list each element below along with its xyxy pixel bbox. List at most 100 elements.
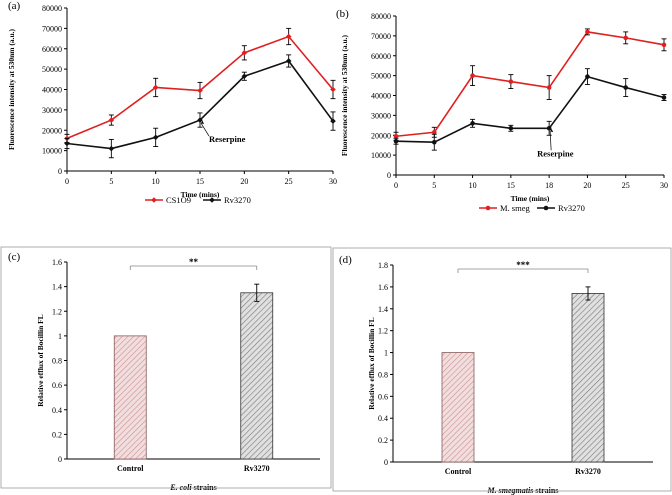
x-axis-label-suffix: strains: [192, 483, 217, 492]
y-tick-label: 1.4: [52, 283, 62, 292]
panel-label: (c): [8, 251, 21, 263]
data-point: [470, 121, 475, 126]
bar-control: [113, 335, 147, 460]
y-tick-label: 0.4: [378, 414, 388, 423]
data-point: [585, 29, 590, 35]
data-point: [508, 125, 514, 131]
series-cs1o9: [64, 27, 336, 143]
x-tick-label: 0: [65, 177, 69, 186]
legend-swatch-marker: [543, 205, 549, 211]
legend-swatch-marker: [485, 205, 491, 211]
y-tick-label: 10000: [371, 151, 391, 160]
legend-label: M. smeg: [500, 203, 531, 213]
x-tick-label: 10: [152, 177, 160, 186]
y-tick-label: 1.2: [52, 307, 62, 316]
y-tick-label: 0: [58, 167, 62, 176]
data-point: [393, 133, 399, 139]
y-tick-label: 0.6: [378, 392, 388, 401]
series-line: [66, 60, 334, 150]
panel-frame: [0, 246, 332, 489]
x-axis-label-suffix: strains: [533, 486, 558, 495]
significance-label: ***: [516, 260, 530, 270]
data-point: [197, 117, 203, 123]
panel-label: (d): [339, 254, 352, 266]
y-tick-label: 0.8: [52, 357, 62, 366]
x-tick-label: 30: [660, 181, 668, 190]
y-axis-label: Fluorescence intensity at 530nm (a.u.): [340, 34, 349, 156]
data-point: [470, 73, 475, 78]
x-tick-label: 5: [109, 177, 113, 186]
y-tick-label: 0.8: [378, 370, 388, 379]
panel-frame: [332, 247, 672, 492]
data-point: [661, 95, 667, 100]
data-point: [393, 138, 399, 144]
category-label: Rv3270: [244, 464, 270, 473]
legend-swatch-marker: [151, 197, 157, 203]
panel-label: (b): [336, 8, 349, 20]
x-tick-label: 15: [196, 177, 204, 186]
panel-d-bar-chart: (d) 0 0.2 0.4 0.6 0.8 1 1.2 1.4 1.6 1.8 Relative ef…: [332, 247, 672, 495]
panel-b-line-chart: (b) 0 10000 20000 30000 40000 50000 60000 70000 8…: [336, 8, 668, 213]
series-rv3270: [393, 68, 667, 151]
y-tick-label: 40000: [371, 92, 391, 101]
y-tick-label: 0.4: [52, 406, 62, 415]
legend-label: Rv3270: [224, 195, 251, 205]
y-tick-label: 50000: [371, 72, 391, 81]
x-axis-label: M. smegmatis strains: [487, 486, 559, 495]
y-axis-label: Fluorescence intensity at 530nm (a.u.): [7, 28, 16, 150]
x-tick-label: 25: [622, 181, 630, 190]
y-axis-label: Relative efflux of Bocillin FL: [367, 317, 376, 410]
y-tick-label: 40000: [42, 86, 62, 95]
y-tick-label: 70000: [42, 24, 62, 33]
x-axis-label: Time (mins): [181, 190, 220, 199]
annotation-arrowhead: [201, 120, 204, 125]
bar-rv3270: [240, 292, 274, 460]
y-tick-label: 20000: [42, 126, 62, 135]
x-axis-label-species: M. smegmatis: [487, 486, 534, 495]
bar-control: [441, 352, 475, 463]
y-tick-label: 80000: [42, 4, 62, 13]
x-tick-label: 5: [432, 181, 436, 190]
category-label: Control: [445, 467, 472, 476]
legend-label: Rv3270: [558, 203, 585, 213]
y-tick-label: 0.6: [52, 381, 62, 390]
category-label: Control: [117, 464, 144, 473]
y-tick-label: 1: [58, 332, 62, 341]
x-tick-label: 25: [285, 177, 293, 186]
series-line: [395, 31, 665, 138]
x-tick-label: 0: [394, 181, 398, 190]
y-tick-label: 1.8: [378, 261, 388, 270]
y-tick-label: 60000: [42, 45, 62, 54]
significance-label: **: [189, 257, 199, 267]
x-axis-label: E. coli strains: [169, 483, 216, 492]
y-tick-label: 50000: [42, 65, 62, 74]
data-point: [330, 118, 336, 124]
legend-label: CS1O9: [166, 195, 191, 205]
x-tick-label: 15: [507, 181, 515, 190]
x-axis-label-species: E. coli: [169, 483, 192, 492]
data-point: [64, 140, 70, 147]
series-line: [395, 75, 665, 144]
data-point: [285, 33, 292, 40]
data-point: [241, 50, 248, 56]
x-tick-label: 10: [469, 181, 477, 190]
annotation-arrow: [549, 131, 552, 151]
panel-a-line-chart: (a) 0 10000 20000 30000 40000 50000 60000 70000 8…: [7, 0, 337, 205]
x-tick-label: 20: [583, 181, 591, 190]
legend-swatch-marker: [209, 197, 215, 203]
y-tick-label: 0.2: [378, 436, 388, 445]
y-tick-label: 1.4: [378, 305, 388, 314]
y-tick-label: 0: [58, 455, 62, 464]
data-point: [585, 74, 590, 79]
x-tick-label: 30: [329, 177, 337, 186]
data-point: [661, 42, 667, 48]
data-point: [108, 145, 115, 152]
bar-rv3270: [571, 293, 605, 463]
data-point: [623, 35, 629, 41]
data-point: [330, 86, 336, 93]
annotation-label: Reserpine: [537, 148, 574, 158]
y-tick-label: 1.6: [378, 283, 388, 292]
y-tick-label: 0.2: [52, 430, 62, 439]
data-point: [546, 125, 552, 131]
